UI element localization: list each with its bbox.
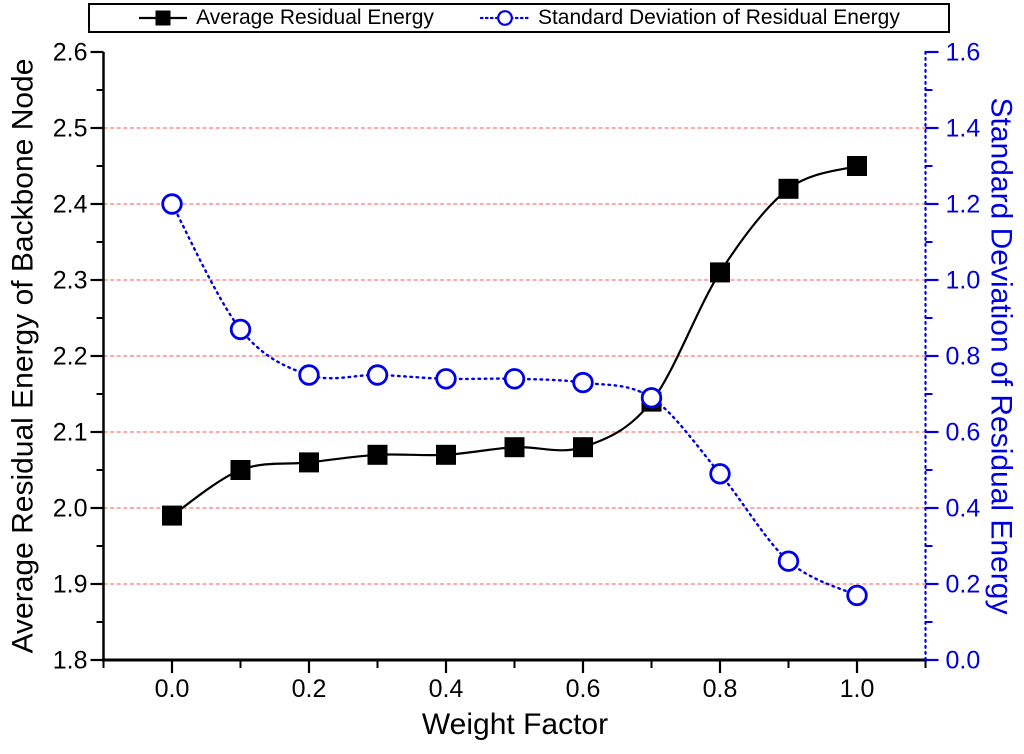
series-average-residual-energy-line	[171, 164, 858, 517]
data-point-square[interactable]	[367, 444, 388, 465]
data-point-circle[interactable]	[435, 368, 457, 390]
right-axis-tick-label: 0.0	[946, 647, 981, 675]
data-point-circle[interactable]	[503, 368, 526, 390]
legend-label-standard-deviation: Standard Deviation of Residual Energy	[537, 6, 900, 29]
left-axis-tick-label: 2.6	[53, 39, 88, 67]
x-axis-tick-label: 0.6	[566, 675, 601, 703]
left-axis-title: Average Residual Energy of Backbone Node	[6, 58, 39, 654]
right-axis-tick-label: 0.8	[946, 343, 981, 371]
open-circle-dotted-line-icon	[479, 10, 530, 26]
data-point-square[interactable]	[230, 460, 251, 480]
data-point-square[interactable]	[573, 437, 593, 458]
data-point-square[interactable]	[710, 262, 730, 283]
left-axis-tick-label: 2.3	[53, 267, 88, 295]
data-point-circle[interactable]	[366, 364, 389, 386]
legend-item-average-residual-energy[interactable]: Average Residual Energy	[138, 6, 434, 30]
left-axis-tick-label: 2.4	[53, 191, 88, 219]
left-axis-tick-label: 2.0	[53, 495, 88, 523]
right-axis-tick-label: 1.2	[946, 191, 981, 219]
data-point-circle[interactable]	[298, 364, 320, 386]
data-point-circle[interactable]	[161, 193, 183, 215]
x-axis-tick-label: 0.2	[292, 675, 327, 703]
x-axis-tick-label: 1.0	[840, 675, 875, 703]
right-axis-tick-label: 0.4	[946, 495, 981, 523]
left-axis-tick-label: 2.1	[53, 419, 88, 447]
right-axis-tick-label: 1.0	[946, 267, 981, 295]
data-point-square[interactable]	[504, 437, 525, 458]
right-axis-tick-label: 0.6	[946, 419, 981, 447]
data-point-square[interactable]	[778, 178, 799, 199]
left-axis-tick-label: 2.2	[53, 343, 88, 371]
right-axis-title: Standard Deviation of Residual Energy	[984, 97, 1018, 615]
data-point-square[interactable]	[162, 505, 182, 526]
x-axis-tick-label: 0.0	[155, 675, 190, 703]
legend: Average Residual Energy Standard Deviati…	[88, 3, 950, 33]
filled-square-line-icon	[139, 10, 188, 26]
right-axis-tick-label: 1.6	[946, 39, 981, 67]
left-axis-tick-label: 1.8	[53, 647, 88, 675]
data-point-circle[interactable]	[572, 371, 594, 394]
x-axis-tick-label: 0.4	[429, 675, 464, 703]
data-point-square[interactable]	[436, 444, 456, 465]
x-axis-tick-label: 0.8	[703, 675, 738, 703]
data-point-square[interactable]	[299, 452, 319, 473]
legend-label-average-residual-energy: Average Residual Energy	[196, 6, 434, 29]
legend-item-standard-deviation[interactable]: Standard Deviation of Residual Energy	[479, 6, 900, 30]
left-axis-tick-label: 2.5	[53, 115, 88, 143]
data-point-circle[interactable]	[777, 550, 800, 572]
data-point-circle[interactable]	[229, 318, 252, 341]
series-standard-deviation-line	[170, 202, 859, 597]
right-axis-tick-label: 1.4	[946, 115, 981, 143]
left-axis-tick-label: 1.9	[53, 571, 88, 599]
data-point-circle[interactable]	[709, 463, 731, 485]
data-point-circle[interactable]	[846, 584, 868, 607]
x-axis-title: Weight Factor	[421, 708, 609, 741]
data-point-square[interactable]	[847, 156, 867, 176]
right-axis-tick-label: 0.2	[946, 571, 981, 599]
data-point-circle[interactable]	[640, 387, 663, 409]
